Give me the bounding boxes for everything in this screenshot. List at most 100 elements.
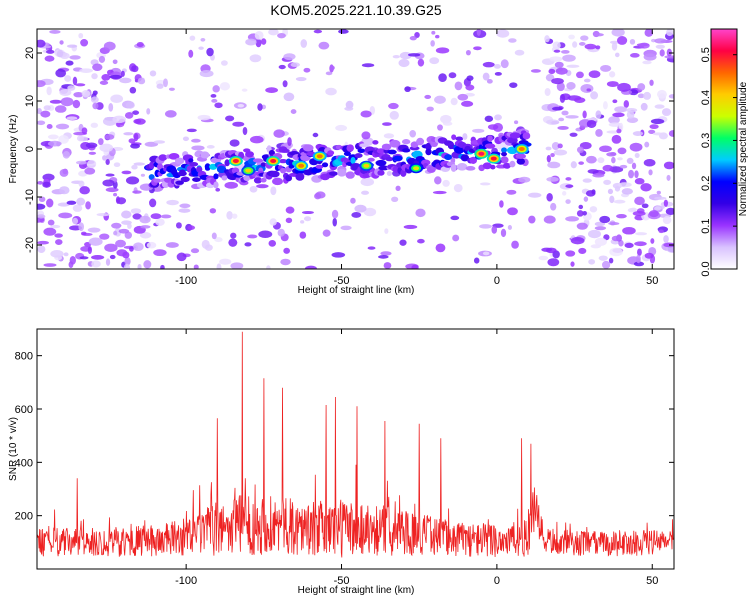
heatmap-noise-cell: [417, 58, 425, 67]
heatmap-noise-cell: [37, 245, 46, 253]
heatmap-noise-cell: [361, 63, 375, 68]
heatmap-noise-cell: [189, 35, 196, 41]
heatmap-noise-cell: [586, 155, 597, 164]
heatmap-noise-cell: [619, 164, 628, 169]
heatmap-noise-cell: [565, 216, 580, 222]
heatmap-noise-cell: [360, 110, 372, 118]
heatmap-noise-cell: [578, 204, 584, 210]
heatmap-noise-cell: [136, 42, 144, 48]
heatmap-noise-cell: [242, 126, 248, 136]
heatmap-noise-cell: [583, 196, 589, 202]
heatmap-noise-cell: [608, 222, 620, 226]
heatmap-noise-cell: [598, 255, 608, 261]
heatmap-noise-cell: [448, 72, 457, 79]
heatmap-noise-cell: [595, 110, 602, 119]
heatmap-noise-cell: [367, 246, 376, 250]
heatmap-noise-cell: [344, 106, 354, 111]
heatmap-noise-cell: [258, 230, 273, 239]
heatmap-noise-cell: [58, 212, 73, 219]
heatmap-noise-cell: [634, 232, 648, 236]
heatmap-noise-cell: [124, 256, 131, 266]
heatmap-noise-cell: [565, 115, 579, 119]
heatmap-noise-cell: [137, 77, 146, 85]
heatmap-noise-cell: [611, 134, 622, 144]
heatmap-signal-cell: [158, 154, 168, 161]
heatmap-noise-cell: [594, 237, 607, 247]
heatmap-noise-cell: [389, 110, 399, 120]
heatmap-noise-cell: [103, 41, 116, 51]
heatmap-noise-cell: [130, 208, 142, 214]
heatmap-noise-cell: [399, 51, 412, 60]
heatmap-noise-cell: [611, 29, 625, 37]
heatmap-noise-cell: [634, 196, 645, 206]
heatmap-noise-cell: [78, 222, 85, 232]
heatmap-hotspot: [298, 163, 305, 168]
heatmap-noise-cell: [87, 246, 92, 255]
heatmap-noise-cell: [582, 210, 587, 216]
heatmap-noise-cell: [153, 249, 167, 257]
heatmap-noise-cell: [265, 87, 278, 93]
heatmap-noise-cell: [282, 80, 288, 88]
heatmap-noise-cell: [66, 200, 77, 205]
heatmap-noise-cell: [92, 102, 99, 110]
heatmap-noise-cell: [643, 159, 656, 167]
heatmap-noise-cell: [572, 41, 578, 48]
heatmap-noise-cell: [570, 261, 575, 267]
heatmap-signal-cell: [288, 164, 295, 169]
heatmap-noise-cell: [191, 138, 201, 143]
heatmap-noise-cell: [230, 262, 244, 269]
spectrogram-x-tick-label: -100: [175, 275, 197, 287]
heatmap-noise-cell: [578, 247, 587, 254]
heatmap-noise-cell: [442, 121, 453, 126]
heatmap-noise-cell: [55, 239, 63, 245]
heatmap-noise-cell: [586, 119, 597, 128]
heatmap-noise-cell: [131, 65, 139, 73]
heatmap-noise-cell: [37, 180, 44, 185]
heatmap-noise-cell: [588, 259, 596, 265]
heatmap-noise-cell: [616, 128, 622, 134]
heatmap-hotspot: [270, 159, 277, 163]
heatmap-noise-cell: [509, 82, 518, 89]
heatmap-noise-cell: [609, 247, 623, 257]
heatmap-noise-cell: [461, 100, 474, 107]
heatmap-noise-cell: [50, 249, 64, 258]
heatmap-noise-cell: [562, 191, 567, 196]
heatmap-noise-cell: [550, 153, 555, 158]
heatmap-noise-cell: [76, 135, 84, 142]
heatmap-noise-cell: [650, 238, 655, 244]
heatmap-noise-cell: [658, 229, 664, 234]
heatmap-signal-cell: [455, 136, 464, 142]
colorbar-label: Normalized spectral amplitude: [738, 81, 749, 216]
heatmap-signal-cell: [272, 177, 283, 186]
heatmap-noise-cell: [37, 214, 46, 219]
heatmap-signal-cell: [200, 151, 210, 159]
heatmap-noise-cell: [545, 247, 557, 254]
heatmap-noise-cell: [110, 94, 124, 103]
heatmap-noise-cell: [87, 159, 97, 169]
heatmap-noise-cell: [367, 157, 375, 162]
heatmap-noise-cell: [72, 99, 81, 109]
heatmap-noise-cell: [491, 225, 498, 234]
heatmap-noise-cell: [54, 233, 63, 238]
heatmap-noise-cell: [383, 133, 395, 139]
heatmap-noise-cell: [544, 35, 550, 43]
heatmap-signal-cell: [444, 154, 453, 161]
heatmap-noise-cell: [73, 91, 84, 98]
heatmap-noise-cell: [175, 222, 182, 229]
heatmap-noise-cell: [450, 97, 458, 106]
heatmap-noise-cell: [211, 232, 217, 240]
heatmap-signal-cell: [401, 139, 411, 145]
heatmap-noise-cell: [46, 49, 55, 54]
heatmap-noise-cell: [249, 54, 262, 63]
heatmap-noise-cell: [254, 30, 264, 40]
heatmap-noise-cell: [608, 116, 620, 124]
heatmap-noise-cell: [479, 224, 492, 229]
heatmap-noise-cell: [280, 258, 291, 266]
heatmap-noise-cell: [580, 84, 594, 93]
heatmap-noise-cell: [91, 73, 98, 80]
heatmap-noise-cell: [60, 97, 74, 107]
heatmap-signal-cell: [372, 140, 379, 145]
heatmap-signal-cell: [387, 149, 397, 155]
